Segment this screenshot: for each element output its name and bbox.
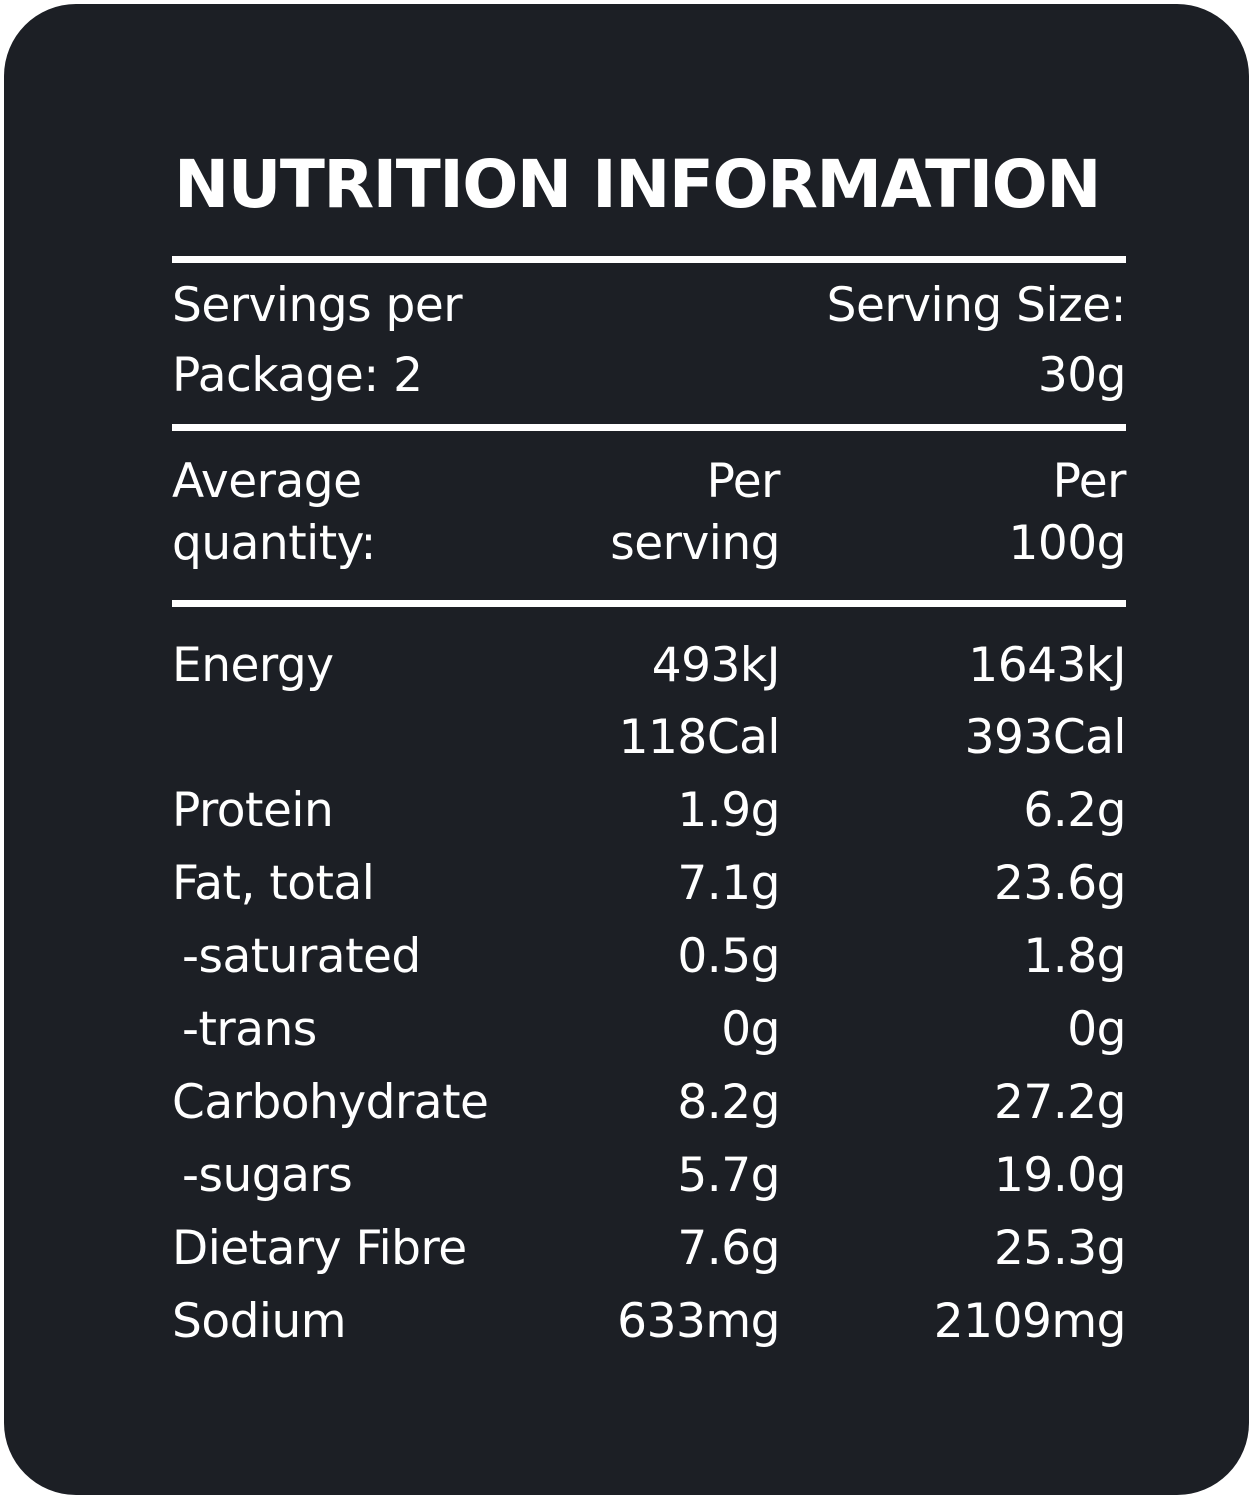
table-row: -trans 0g 0g bbox=[172, 1006, 1126, 1062]
table-row: Carbohydrate 8.2g 27.2g bbox=[172, 1079, 1126, 1135]
nutrient-name: Carbohydrate bbox=[172, 1075, 489, 1130]
nutrient-name: Energy bbox=[172, 638, 334, 693]
divider-servings bbox=[172, 424, 1126, 431]
per-serving-value: 0g bbox=[721, 1002, 780, 1057]
nutrient-name: Dietary Fibre bbox=[172, 1221, 467, 1276]
per-serving-value: 7.1g bbox=[677, 856, 780, 911]
header-per-serving-line1: Per bbox=[706, 454, 781, 509]
nutrient-name: Protein bbox=[172, 783, 334, 838]
per-serving-value: 633mg bbox=[617, 1294, 780, 1349]
per-100g-value: 25.3g bbox=[994, 1221, 1126, 1276]
table-row: Dietary Fibre 7.6g 25.3g bbox=[172, 1225, 1126, 1281]
header-average-line1: Average bbox=[172, 454, 362, 509]
header-per-serving-line2: serving bbox=[610, 516, 780, 571]
table-row: Energy 493kJ 1643kJ bbox=[172, 642, 1126, 698]
panel-title: NUTRITION INFORMATION bbox=[174, 146, 1101, 223]
per-100g-value: 0g bbox=[1067, 1002, 1126, 1057]
nutrition-panel: NUTRITION INFORMATION Servings per Packa… bbox=[4, 4, 1249, 1495]
nutrient-name: Sodium bbox=[172, 1294, 347, 1349]
per-100g-value: 2109mg bbox=[933, 1294, 1127, 1349]
per-100g-value: 19.0g bbox=[994, 1148, 1126, 1203]
table-row: Protein 1.9g 6.2g bbox=[172, 787, 1126, 843]
per-100g-value: 1.8g bbox=[1023, 929, 1126, 984]
per-100g-value: 6.2g bbox=[1023, 783, 1126, 838]
per-100g-value: 393Cal bbox=[964, 710, 1127, 765]
per-100g-value: 23.6g bbox=[994, 856, 1126, 911]
per-serving-value: 1.9g bbox=[677, 783, 780, 838]
servings-per-package-line1: Servings per bbox=[172, 278, 463, 333]
table-row: -sugars 5.7g 19.0g bbox=[172, 1152, 1126, 1208]
per-100g-value: 1643kJ bbox=[968, 638, 1126, 693]
nutrient-name: -saturated bbox=[182, 929, 421, 984]
divider-header bbox=[172, 600, 1126, 607]
nutrient-name: -trans bbox=[182, 1002, 317, 1057]
nutrient-name: Fat, total bbox=[172, 856, 375, 911]
divider-top bbox=[172, 256, 1126, 263]
table-row: Fat, total 7.1g 23.6g bbox=[172, 860, 1126, 916]
per-serving-value: 8.2g bbox=[677, 1075, 780, 1130]
table-row: -saturated 0.5g 1.8g bbox=[172, 933, 1126, 989]
nutrient-name: -sugars bbox=[182, 1148, 353, 1203]
header-per-100g-line2: 100g bbox=[1008, 516, 1126, 571]
per-100g-value: 27.2g bbox=[994, 1075, 1126, 1130]
serving-size-line1: Serving Size: bbox=[826, 278, 1127, 333]
serving-size-line2: 30g bbox=[1037, 348, 1127, 403]
header-per-100g-line1: Per bbox=[1052, 454, 1127, 509]
per-serving-value: 493kJ bbox=[651, 638, 781, 693]
table-row: 118Cal 393Cal bbox=[172, 710, 1127, 770]
header-average-line2: quantity: bbox=[172, 516, 376, 571]
per-serving-value: 5.7g bbox=[677, 1148, 780, 1203]
per-serving-value: 0.5g bbox=[677, 929, 780, 984]
table-row: Sodium 633mg 2109mg bbox=[172, 1294, 1127, 1354]
per-serving-value: 118Cal bbox=[618, 710, 781, 765]
servings-per-package-line2: Package: 2 bbox=[172, 348, 423, 403]
per-serving-value: 7.6g bbox=[677, 1221, 780, 1276]
